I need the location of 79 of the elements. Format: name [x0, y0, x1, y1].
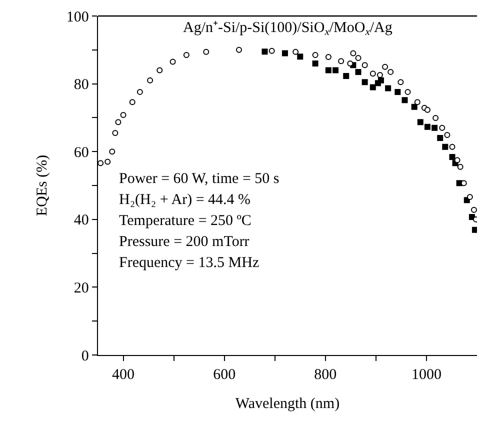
point [325, 54, 332, 60]
point [355, 55, 362, 62]
point [115, 119, 122, 126]
annotation: H₂(H₂ + Ar) = 44.4 % [119, 192, 251, 208]
point [402, 97, 408, 104]
x-tick-label: 600 [213, 367, 236, 384]
point [236, 46, 242, 53]
x-tick-label: 800 [314, 367, 337, 384]
point [268, 48, 275, 54]
annotation: Temperature = 250 ºC [119, 213, 252, 229]
point [312, 60, 318, 66]
point [442, 144, 448, 150]
point [404, 88, 411, 95]
point [457, 164, 464, 170]
point [370, 84, 376, 90]
point [98, 160, 104, 166]
point [385, 85, 392, 92]
point [282, 50, 288, 56]
point [424, 124, 430, 130]
point [332, 67, 339, 74]
y-tick-label: 20 [74, 280, 89, 296]
point [183, 52, 190, 58]
y-tick-label: 60 [74, 144, 89, 161]
point [343, 73, 350, 79]
point [466, 194, 473, 200]
point [325, 67, 332, 74]
point [262, 48, 268, 55]
y-tick-label: 40 [74, 212, 89, 229]
point [417, 119, 424, 126]
point [388, 68, 394, 75]
point [411, 104, 418, 110]
point [449, 144, 456, 150]
point [398, 79, 404, 86]
y-tick-label: 100 [66, 9, 89, 26]
point [112, 130, 118, 136]
annotation: Frequency = 13.5 MHz [119, 255, 260, 271]
point [297, 54, 304, 60]
point [449, 154, 456, 160]
point [378, 77, 384, 84]
point [470, 206, 477, 213]
point [170, 58, 176, 65]
point [109, 148, 116, 155]
point [338, 58, 344, 64]
point [439, 124, 446, 131]
point [424, 106, 430, 113]
point [129, 99, 136, 106]
point [432, 124, 438, 131]
point [376, 72, 383, 78]
y-tick-label: 0 [81, 348, 89, 364]
point [362, 79, 368, 86]
y-axis-title: EQEs (%) [34, 154, 51, 216]
y-tick-label: 80 [74, 77, 89, 94]
point [292, 48, 299, 55]
point [362, 62, 368, 68]
point [347, 60, 354, 66]
point [370, 70, 376, 77]
point [355, 68, 362, 75]
chart-title: Ag/n⁺-Si/p-Si(100)/SiO$_{x}$/MoO$_{x}$/Ag [183, 20, 393, 38]
point [414, 99, 420, 106]
point [444, 132, 450, 138]
x-axis-title: Wavelength (nm) [235, 396, 340, 412]
point [394, 88, 401, 95]
point [120, 112, 126, 118]
point [382, 64, 388, 70]
x-tick-label: 400 [112, 367, 135, 384]
point [350, 50, 356, 56]
point [432, 115, 439, 122]
point [437, 135, 444, 142]
annotation: Pressure = 200 mTorr [119, 234, 250, 250]
point [104, 158, 111, 165]
point [312, 52, 318, 58]
point [147, 77, 154, 84]
point [454, 157, 460, 164]
annotation: Power = 60 W, time = 50 s [119, 171, 280, 187]
point [472, 226, 477, 233]
x-tick-label: 1000 [411, 367, 442, 384]
point [156, 67, 163, 74]
point [136, 88, 143, 95]
point [203, 48, 210, 55]
